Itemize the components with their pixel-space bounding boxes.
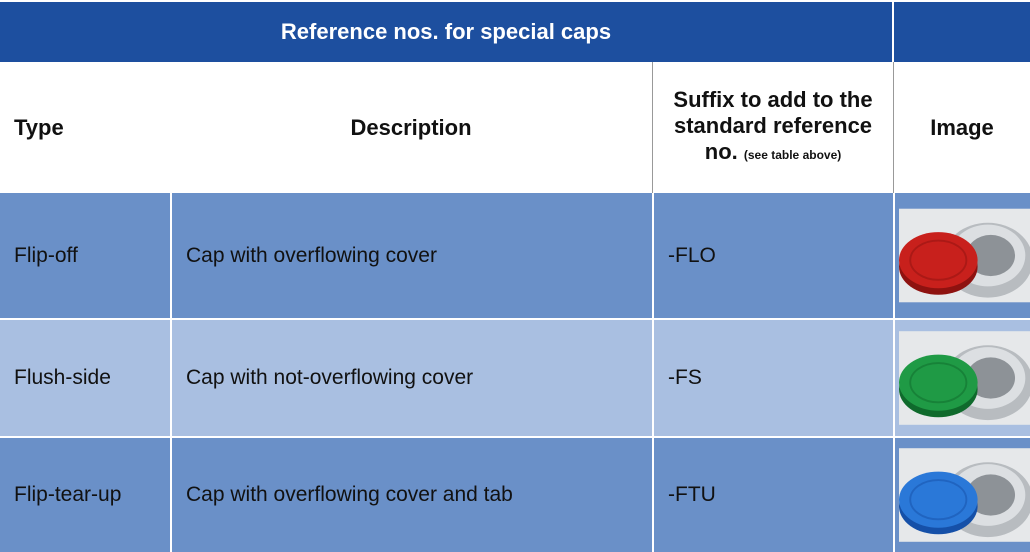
- column-header-text: Image: [930, 114, 994, 140]
- cell-text: Cap with not-overflowing cover: [186, 366, 474, 389]
- cap-image: [899, 448, 1030, 542]
- column-header: Type: [0, 62, 170, 193]
- table-cell: Cap with overflowing cover: [170, 193, 652, 318]
- table-cell: Cap with not-overflowing cover: [170, 318, 652, 436]
- cell-text: Cap with overflowing cover: [186, 243, 437, 267]
- table-cell: Flip-off: [0, 193, 170, 318]
- cell-text: Flip-off: [14, 243, 78, 267]
- cell-text: -FS: [668, 366, 702, 389]
- table-cell: -FLO: [652, 193, 893, 318]
- table-cell: Flush-side: [0, 318, 170, 436]
- column-header-text: Type: [14, 114, 64, 140]
- table-cell: -FTU: [652, 436, 893, 552]
- table-cell: Cap with overflowing cover and tab: [170, 436, 652, 552]
- column-note: (see table above): [743, 148, 842, 162]
- table-title: Reference nos. for special caps: [280, 19, 612, 44]
- image-cell: [893, 318, 1030, 436]
- table-cell: Flip-tear-up: [0, 436, 170, 552]
- cell-text: -FLO: [668, 243, 716, 267]
- cell-text: -FTU: [668, 483, 716, 506]
- column-header: Description: [170, 62, 652, 193]
- title-cell-image: [894, 2, 1030, 62]
- column-header-text: Description: [350, 114, 472, 140]
- table-cell: -FS: [652, 318, 893, 436]
- column-header: Suffix to add to the standard reference …: [652, 62, 893, 193]
- image-cell: [893, 436, 1030, 552]
- image-cell: [893, 193, 1030, 318]
- cap-image: [899, 208, 1030, 303]
- cell-text: Cap with overflowing cover and tab: [186, 483, 513, 506]
- cell-text: Flip-tear-up: [14, 483, 122, 506]
- cap-image: [899, 331, 1030, 425]
- column-header-text: Suffix to add to the standard reference …: [673, 87, 873, 164]
- column-header: Image: [893, 62, 1030, 193]
- title-cell: Reference nos. for special caps: [0, 2, 892, 62]
- suffix-header: Suffix to add to the standard reference …: [671, 87, 876, 168]
- cell-text: Flush-side: [14, 366, 111, 389]
